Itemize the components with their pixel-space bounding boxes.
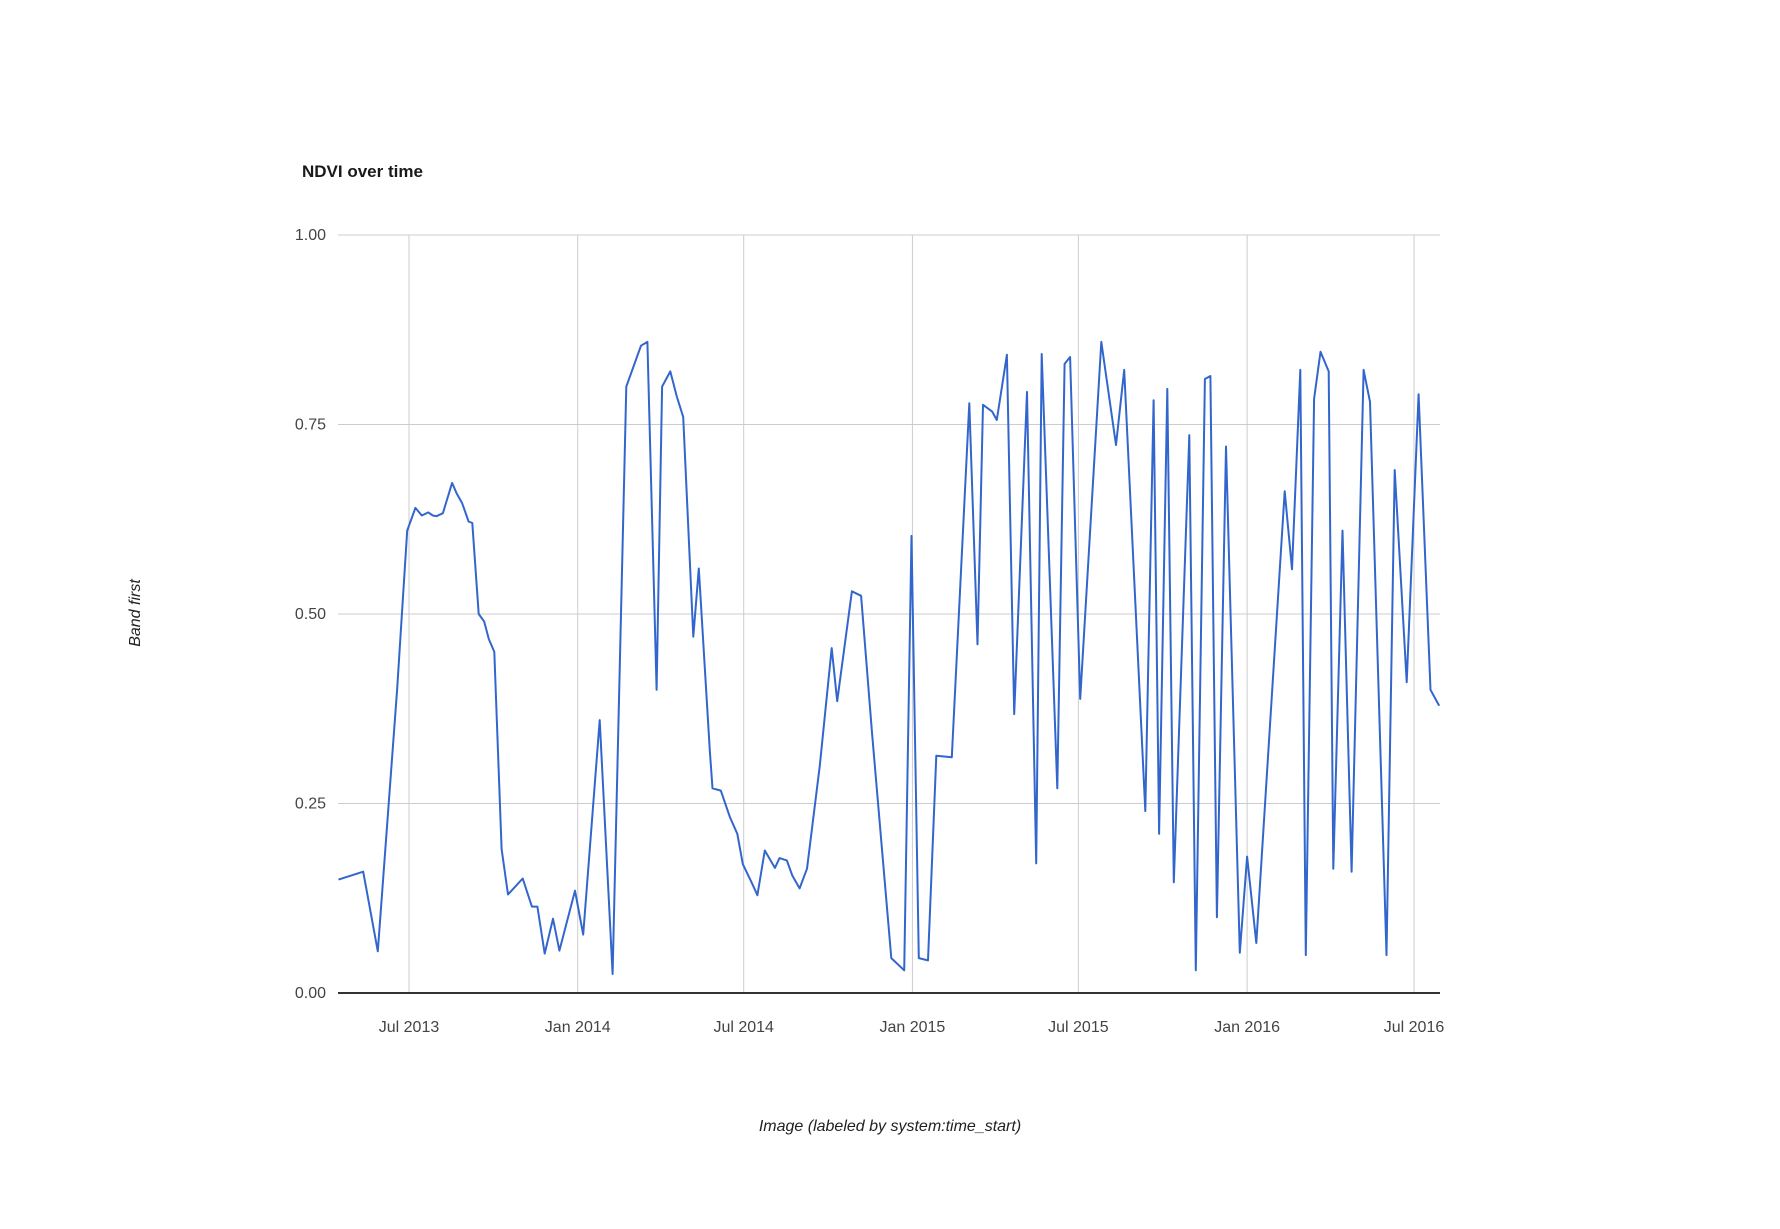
y-tick-label: 0.50 [295, 606, 326, 623]
x-tick-label: Jul 2014 [713, 1019, 774, 1036]
x-tick-label: Jan 2015 [879, 1019, 945, 1036]
x-tick-label: Jul 2013 [379, 1019, 440, 1036]
y-tick-label: 0.75 [295, 417, 326, 434]
y-tick-label: 1.00 [295, 227, 326, 244]
y-tick-label: 0.25 [295, 796, 326, 813]
x-tick-label: Jan 2016 [1214, 1019, 1280, 1036]
y-tick-label: 0.00 [295, 985, 326, 1002]
x-tick-label: Jul 2016 [1384, 1019, 1445, 1036]
x-tick-label: Jan 2014 [545, 1019, 611, 1036]
x-axis-title: Image (labeled by system:time_start) [758, 1118, 1022, 1135]
chart-title: NDVI over time [302, 162, 423, 181]
x-tick-label: Jul 2015 [1048, 1019, 1109, 1036]
ndvi-series-line[interactable] [338, 340, 1440, 975]
